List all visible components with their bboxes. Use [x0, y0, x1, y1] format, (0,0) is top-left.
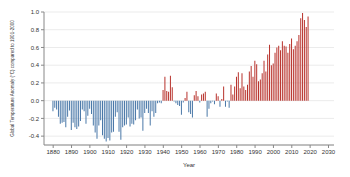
svg-text:1920: 1920: [120, 149, 134, 155]
svg-text:Year: Year: [183, 162, 195, 168]
svg-text:0.6: 0.6: [31, 45, 40, 51]
svg-text:Global Temperature Anomaly (°C: Global Temperature Anomaly (°C) compared…: [10, 20, 15, 137]
svg-text:1960: 1960: [193, 149, 207, 155]
svg-text:1880: 1880: [46, 149, 60, 155]
svg-text:1940: 1940: [157, 149, 171, 155]
svg-text:0.4: 0.4: [31, 62, 40, 68]
svg-text:0.8: 0.8: [31, 27, 40, 33]
svg-text:1950: 1950: [175, 149, 189, 155]
svg-text:1.0: 1.0: [31, 9, 40, 15]
svg-text:1930: 1930: [138, 149, 152, 155]
svg-text:0.2: 0.2: [31, 80, 40, 86]
svg-text:2000: 2000: [267, 149, 281, 155]
svg-text:-0.4: -0.4: [29, 133, 40, 139]
svg-text:1890: 1890: [65, 149, 79, 155]
svg-text:2030: 2030: [322, 149, 336, 155]
svg-text:-0.2: -0.2: [29, 116, 40, 122]
svg-text:1980: 1980: [230, 149, 244, 155]
svg-text:1910: 1910: [102, 149, 116, 155]
svg-text:2020: 2020: [303, 149, 317, 155]
svg-text:2010: 2010: [285, 149, 299, 155]
svg-text:1900: 1900: [83, 149, 97, 155]
svg-text:0.0: 0.0: [31, 98, 40, 104]
svg-text:1990: 1990: [248, 149, 262, 155]
svg-text:1970: 1970: [212, 149, 226, 155]
